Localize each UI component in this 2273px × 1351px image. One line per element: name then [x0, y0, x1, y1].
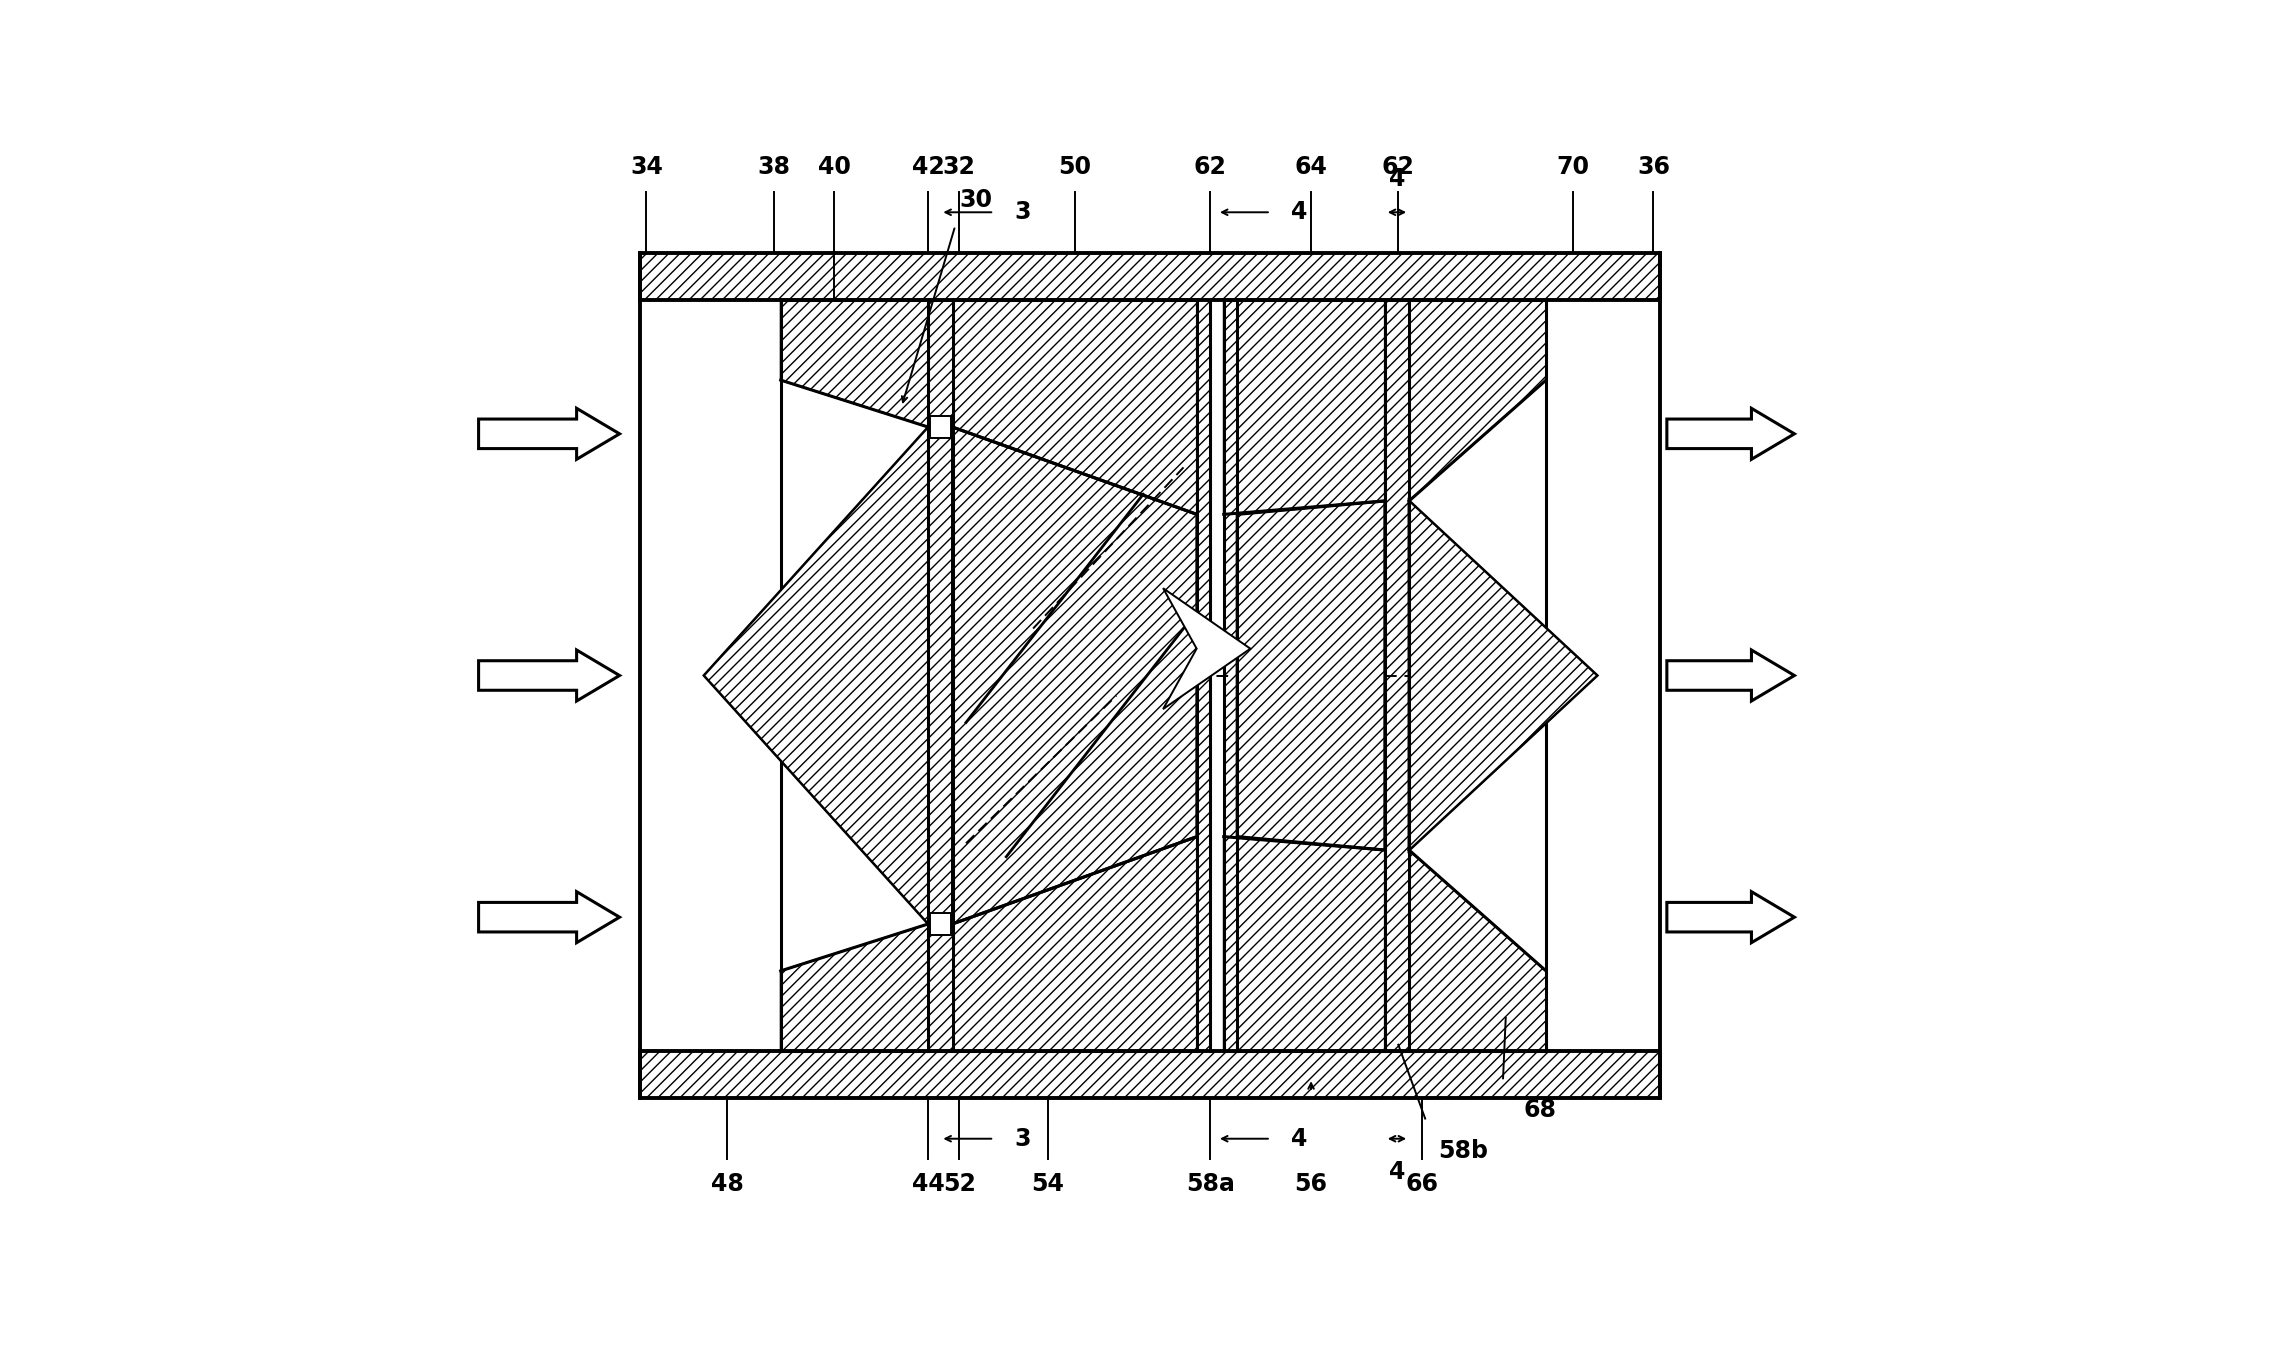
Text: 62: 62 — [1193, 155, 1227, 178]
Text: 4: 4 — [1291, 200, 1307, 224]
Polygon shape — [480, 892, 621, 943]
Text: 52: 52 — [943, 1173, 975, 1196]
Polygon shape — [1666, 408, 1793, 459]
Text: 70: 70 — [1557, 155, 1589, 178]
Polygon shape — [1384, 300, 1409, 1051]
Text: 36: 36 — [1637, 155, 1671, 178]
Text: 44: 44 — [911, 1173, 946, 1196]
Bar — [930, 416, 950, 438]
Text: 4: 4 — [1389, 1161, 1405, 1185]
Polygon shape — [1223, 836, 1384, 1051]
Polygon shape — [952, 427, 1198, 924]
Polygon shape — [1409, 501, 1598, 850]
Polygon shape — [952, 300, 1198, 515]
Text: 66: 66 — [1407, 1173, 1439, 1196]
Text: 56: 56 — [1296, 1173, 1327, 1196]
Polygon shape — [952, 427, 1198, 924]
Polygon shape — [780, 300, 927, 427]
Text: 54: 54 — [1032, 1173, 1064, 1196]
Text: 4: 4 — [1291, 1127, 1307, 1151]
Polygon shape — [1237, 501, 1384, 850]
Text: 34: 34 — [630, 155, 664, 178]
Text: 48: 48 — [711, 1173, 743, 1196]
Polygon shape — [952, 836, 1198, 1051]
Polygon shape — [480, 408, 621, 459]
Text: 64: 64 — [1296, 155, 1327, 178]
Text: 32: 32 — [943, 155, 975, 178]
Polygon shape — [480, 650, 621, 701]
Text: 58b: 58b — [1439, 1139, 1489, 1163]
Text: 30: 30 — [959, 188, 991, 212]
Polygon shape — [639, 1051, 1659, 1098]
Polygon shape — [1666, 650, 1793, 701]
Polygon shape — [927, 300, 952, 1051]
Text: 40: 40 — [818, 155, 850, 178]
Polygon shape — [1409, 300, 1546, 501]
Text: 62: 62 — [1382, 155, 1414, 178]
Text: 38: 38 — [757, 155, 791, 178]
Polygon shape — [1409, 850, 1546, 1051]
Polygon shape — [1198, 300, 1209, 1051]
Text: 3: 3 — [1014, 1127, 1032, 1151]
Polygon shape — [1223, 300, 1237, 1051]
Text: 42: 42 — [911, 155, 946, 178]
Text: 58a: 58a — [1187, 1173, 1234, 1196]
Polygon shape — [1164, 588, 1250, 709]
Polygon shape — [780, 924, 927, 1051]
Text: 3: 3 — [1014, 200, 1032, 224]
Polygon shape — [1223, 300, 1384, 515]
Text: 50: 50 — [1059, 155, 1091, 178]
Text: 68: 68 — [1523, 1098, 1557, 1123]
Polygon shape — [1666, 892, 1793, 943]
Polygon shape — [639, 253, 1659, 300]
Bar — [930, 913, 950, 935]
Text: 4: 4 — [1389, 166, 1405, 190]
Polygon shape — [1409, 501, 1598, 850]
Polygon shape — [705, 427, 927, 924]
Polygon shape — [705, 427, 927, 924]
